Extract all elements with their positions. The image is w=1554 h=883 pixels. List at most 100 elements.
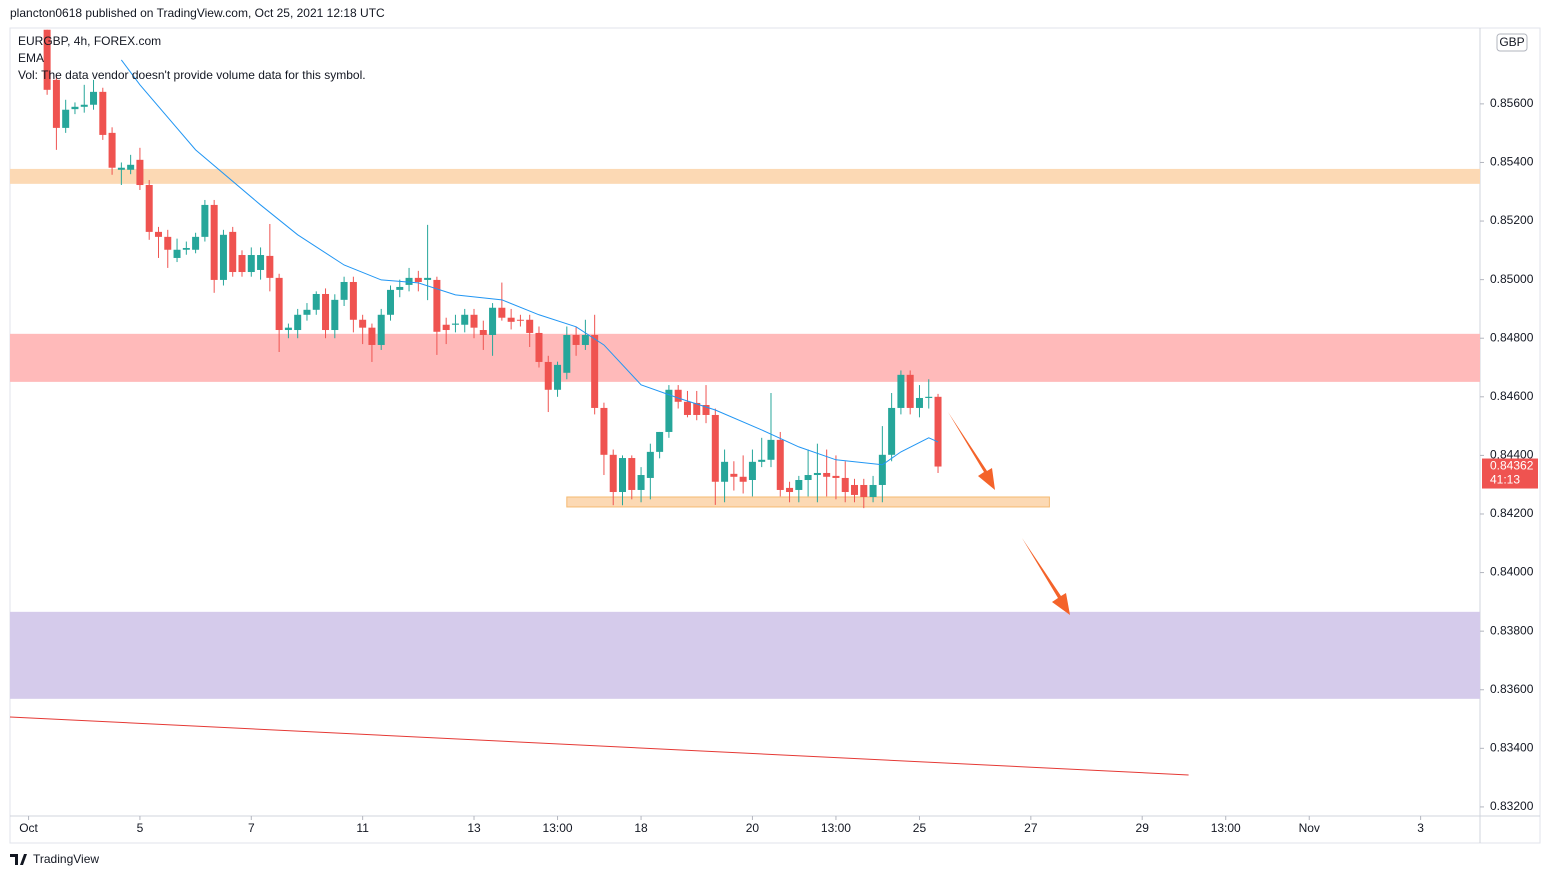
candle-body bbox=[823, 472, 831, 477]
logo-icon bbox=[10, 854, 27, 865]
candle-body bbox=[303, 309, 311, 315]
candle-body bbox=[192, 236, 200, 250]
arrow bbox=[948, 412, 995, 490]
candle-body bbox=[563, 334, 571, 373]
candle-body bbox=[294, 314, 302, 331]
candle-body bbox=[433, 279, 441, 332]
candle-body bbox=[665, 389, 673, 432]
tradingview-logo: TradingView bbox=[10, 852, 99, 866]
candle-body bbox=[526, 319, 534, 333]
zone bbox=[566, 496, 1050, 508]
candle-body bbox=[711, 414, 719, 482]
candle-body bbox=[229, 231, 237, 273]
candle-body bbox=[628, 458, 636, 490]
y-tick-label: 0.84200 bbox=[1490, 506, 1534, 520]
x-tick-label: 18 bbox=[634, 821, 648, 835]
candle-body bbox=[776, 439, 784, 490]
candle-body bbox=[145, 185, 153, 232]
candle-body bbox=[368, 327, 376, 345]
y-tick-label: 0.85600 bbox=[1490, 96, 1534, 110]
candle-body bbox=[572, 334, 580, 345]
candle-body bbox=[888, 407, 896, 455]
candle-body bbox=[424, 277, 432, 280]
candle-body bbox=[591, 334, 599, 408]
candle-body bbox=[832, 475, 840, 478]
x-tick-label: 20 bbox=[746, 821, 760, 835]
candle-body bbox=[693, 402, 701, 415]
candle-body bbox=[860, 484, 868, 497]
x-tick-label: 29 bbox=[1136, 821, 1150, 835]
y-tick-label: 0.85400 bbox=[1490, 155, 1534, 169]
candle-body bbox=[80, 104, 88, 107]
candle-body bbox=[637, 475, 645, 490]
legend-ema: EMA bbox=[18, 51, 44, 65]
zone bbox=[10, 611, 1480, 699]
candle-body bbox=[804, 475, 812, 481]
x-tick-label: 13:00 bbox=[1211, 821, 1241, 835]
candle-body bbox=[164, 236, 172, 250]
candle-body bbox=[851, 484, 859, 495]
currency-badge[interactable] bbox=[1496, 33, 1528, 52]
candle-body bbox=[99, 91, 107, 135]
candle-body bbox=[554, 364, 562, 390]
candle-body bbox=[674, 389, 682, 402]
x-tick-label: 5 bbox=[137, 821, 144, 835]
candle-body bbox=[43, 29, 51, 90]
candle-body bbox=[210, 204, 218, 280]
countdown-label: 41:13 bbox=[1490, 473, 1520, 487]
y-tick-label: 0.84400 bbox=[1490, 448, 1534, 462]
candle-body bbox=[442, 324, 450, 331]
candle-body bbox=[479, 330, 487, 335]
candle-body bbox=[275, 277, 283, 331]
candle-body bbox=[721, 461, 729, 482]
x-tick-label: 25 bbox=[913, 821, 927, 835]
candle-body bbox=[841, 477, 849, 493]
x-tick-label: 13:00 bbox=[821, 821, 851, 835]
candle-body bbox=[136, 159, 144, 186]
candle-body bbox=[359, 319, 367, 328]
candle-body bbox=[108, 132, 116, 168]
candle-body bbox=[646, 451, 654, 478]
candle-body bbox=[767, 439, 775, 460]
candle-body bbox=[349, 281, 357, 320]
candle-body bbox=[52, 79, 60, 128]
candle-body bbox=[702, 405, 710, 415]
y-tick-label: 0.84000 bbox=[1490, 565, 1534, 579]
candle-body bbox=[656, 431, 664, 452]
legend-volume: Vol: The data vendor doesn't provide vol… bbox=[18, 68, 366, 82]
candle-body bbox=[897, 374, 905, 408]
x-tick-label: Oct bbox=[19, 821, 38, 835]
x-tick-label: 11 bbox=[356, 821, 369, 835]
candle-body bbox=[312, 293, 320, 310]
last-price-label: 0.84362 bbox=[1490, 459, 1534, 473]
candle-body bbox=[869, 484, 877, 497]
chart-frame bbox=[9, 27, 1541, 844]
candle-body bbox=[915, 397, 923, 408]
arrow bbox=[1022, 538, 1070, 615]
candle-body bbox=[470, 314, 478, 328]
plot bbox=[9, 29, 1480, 776]
candle-body bbox=[201, 204, 209, 237]
candle-body bbox=[758, 459, 766, 462]
y-tick-label: 0.83200 bbox=[1490, 799, 1534, 813]
y-tick-label: 0.85000 bbox=[1490, 272, 1534, 286]
candle-body bbox=[925, 396, 933, 398]
zone bbox=[10, 168, 1480, 184]
candle-body bbox=[581, 334, 589, 345]
candle-body bbox=[340, 281, 348, 300]
candle-body bbox=[451, 323, 459, 325]
candle-body bbox=[609, 454, 617, 493]
y-tick-label: 0.83600 bbox=[1490, 682, 1534, 696]
y-tick-label: 0.83400 bbox=[1490, 741, 1534, 755]
candle-body bbox=[405, 277, 413, 285]
candle-body bbox=[498, 307, 506, 318]
legend-symbol: EURGBP, 4h, FOREX.com bbox=[18, 34, 161, 48]
y-tick-label: 0.83800 bbox=[1490, 623, 1534, 637]
x-tick-label: Nov bbox=[1299, 821, 1320, 835]
x-tick-label: 7 bbox=[248, 821, 255, 835]
candle-body bbox=[786, 487, 794, 493]
candle-body bbox=[396, 286, 404, 290]
candle-body bbox=[600, 407, 608, 455]
candle-body bbox=[730, 473, 738, 477]
